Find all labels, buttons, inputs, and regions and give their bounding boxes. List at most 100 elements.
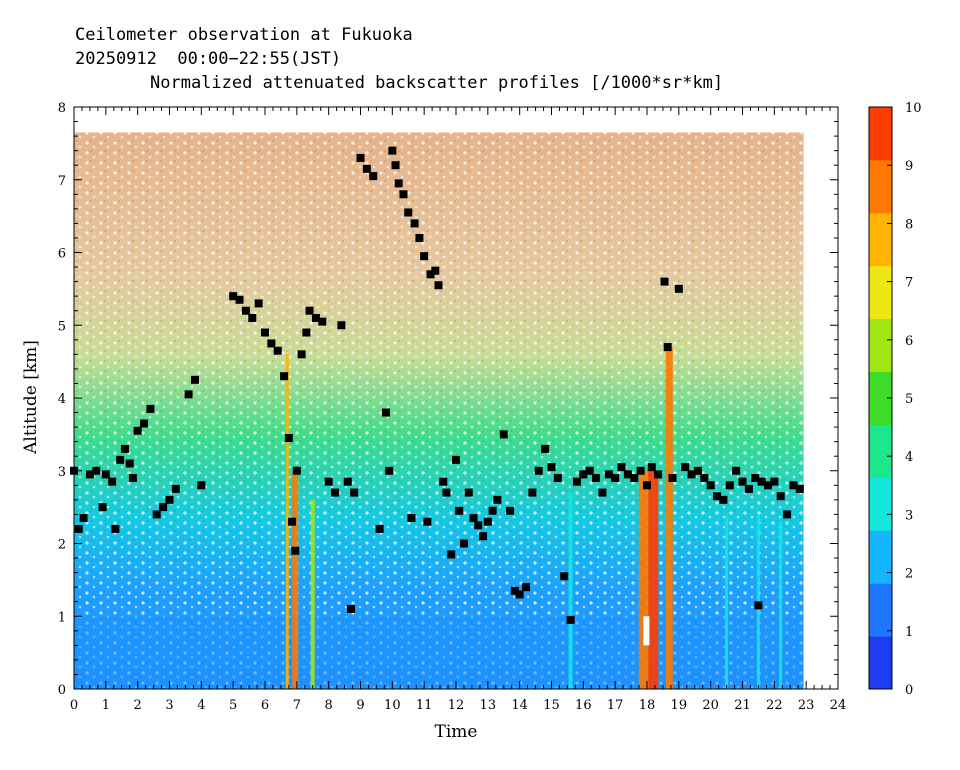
cloud-base-point <box>623 470 632 479</box>
cloud-base-point <box>337 321 346 330</box>
cloud-base-point <box>79 514 88 523</box>
signal-streak <box>648 470 659 689</box>
x-tick-label: 4 <box>197 698 205 713</box>
signal-streak <box>310 499 315 689</box>
cloud-base-point <box>744 484 753 493</box>
signal-streak <box>285 354 289 689</box>
colorbar-segment <box>869 530 892 584</box>
y-tick-label: 5 <box>58 319 66 334</box>
cloud-base-point <box>439 477 448 486</box>
cloud-base-point <box>399 190 408 199</box>
cloud-base-point <box>754 601 763 610</box>
colorbar-segment <box>869 477 892 531</box>
colorbar-tick-label: 5 <box>905 392 913 407</box>
x-tick-label: 5 <box>229 698 237 713</box>
cloud-base-point <box>311 313 320 322</box>
cloud-base-point <box>541 444 550 453</box>
cloud-base-point <box>302 328 311 337</box>
colorbar-segment <box>869 107 892 161</box>
y-tick-label: 1 <box>58 610 66 625</box>
cloud-base-point <box>547 463 556 472</box>
cloud-base-point <box>391 161 400 170</box>
x-tick-label: 16 <box>575 698 592 713</box>
cloud-base-point <box>394 179 403 188</box>
heatmap-background <box>74 132 804 689</box>
x-tick-label: 18 <box>639 698 656 713</box>
colorbar-segment <box>869 424 892 478</box>
x-tick-label: 8 <box>325 698 333 713</box>
y-tick-label: 7 <box>58 174 66 189</box>
cloud-base-point <box>693 466 702 475</box>
cloud-base-point <box>125 459 134 468</box>
x-tick-label: 15 <box>543 698 560 713</box>
cloud-base-point <box>388 146 397 155</box>
x-axis-ticks: 0 1 2 3 4 5 6 7 8 9 10 11 12 13 14 15 16 17 18 19 20 21 22 23 24 <box>70 107 846 713</box>
cloud-base-point <box>385 466 394 475</box>
y-tick-label: 3 <box>58 465 66 480</box>
cloud-base-point <box>479 532 488 541</box>
signal-streak <box>638 470 649 689</box>
cloud-base-point <box>783 510 792 519</box>
cloud-base-point <box>375 524 384 533</box>
cloud-base-point <box>241 306 250 315</box>
cloud-base-point <box>85 470 94 479</box>
cloud-base-point <box>98 503 107 512</box>
cloud-base-point <box>407 514 416 523</box>
cloud-base-point <box>197 481 206 490</box>
cloud-base-point <box>560 572 569 581</box>
x-tick-label: 23 <box>798 698 815 713</box>
x-tick-label: 22 <box>766 698 783 713</box>
cloud-base-point <box>789 481 798 490</box>
signal-streak <box>779 521 783 689</box>
cloud-base-point <box>604 470 613 479</box>
cloud-base-point <box>254 299 263 308</box>
cloud-base-point <box>133 426 142 435</box>
cloud-base-point <box>108 477 117 486</box>
cloud-base-point <box>346 604 355 613</box>
x-tick-label: 11 <box>416 698 433 713</box>
cloud-base-point <box>350 488 359 497</box>
cloud-base-point <box>732 466 741 475</box>
cloud-base-point <box>184 390 193 399</box>
cloud-base-point <box>381 408 390 417</box>
x-tick-label: 19 <box>671 698 688 713</box>
cloud-base-point <box>280 372 289 381</box>
x-tick-label: 7 <box>293 698 301 713</box>
cloud-base-point <box>410 219 419 228</box>
saturated-gap <box>643 616 650 646</box>
cloud-base-point <box>165 495 174 504</box>
cloud-base-point <box>579 470 588 479</box>
cloud-base-point <box>663 343 672 352</box>
cloud-base-point <box>420 252 429 261</box>
cloud-base-point <box>404 208 413 217</box>
cloud-base-point <box>292 466 301 475</box>
cloud-base-point <box>74 524 83 533</box>
y-tick-label: 2 <box>58 538 66 553</box>
cloud-base-point <box>426 270 435 279</box>
cloud-base-point <box>324 477 333 486</box>
cloud-base-point <box>534 466 543 475</box>
cloud-base-point <box>284 434 293 443</box>
x-tick-label: 1 <box>102 698 110 713</box>
colorbar-segment <box>869 318 892 373</box>
colorbar-segment <box>869 371 892 425</box>
cloud-base-point <box>660 277 669 286</box>
cloud-base-point <box>617 463 626 472</box>
cloud-base-point <box>343 477 352 486</box>
colorbar-segment <box>869 159 892 214</box>
cloud-base-point <box>415 233 424 242</box>
cloud-base-point <box>474 521 483 530</box>
cloud-base-point <box>92 466 101 475</box>
cloud-base-point <box>738 477 747 486</box>
colorbar-tick-label: 6 <box>905 334 913 349</box>
cloud-base-point <box>592 474 601 483</box>
cloud-base-point <box>356 153 365 162</box>
y-tick-label: 6 <box>58 247 66 262</box>
x-axis-title: Time <box>435 722 478 742</box>
cloud-base-point <box>654 470 663 479</box>
backscatter-texture <box>74 132 804 689</box>
cloud-base-point <box>515 590 524 599</box>
boundary-layer <box>74 616 804 689</box>
cloud-base-point <box>442 488 451 497</box>
